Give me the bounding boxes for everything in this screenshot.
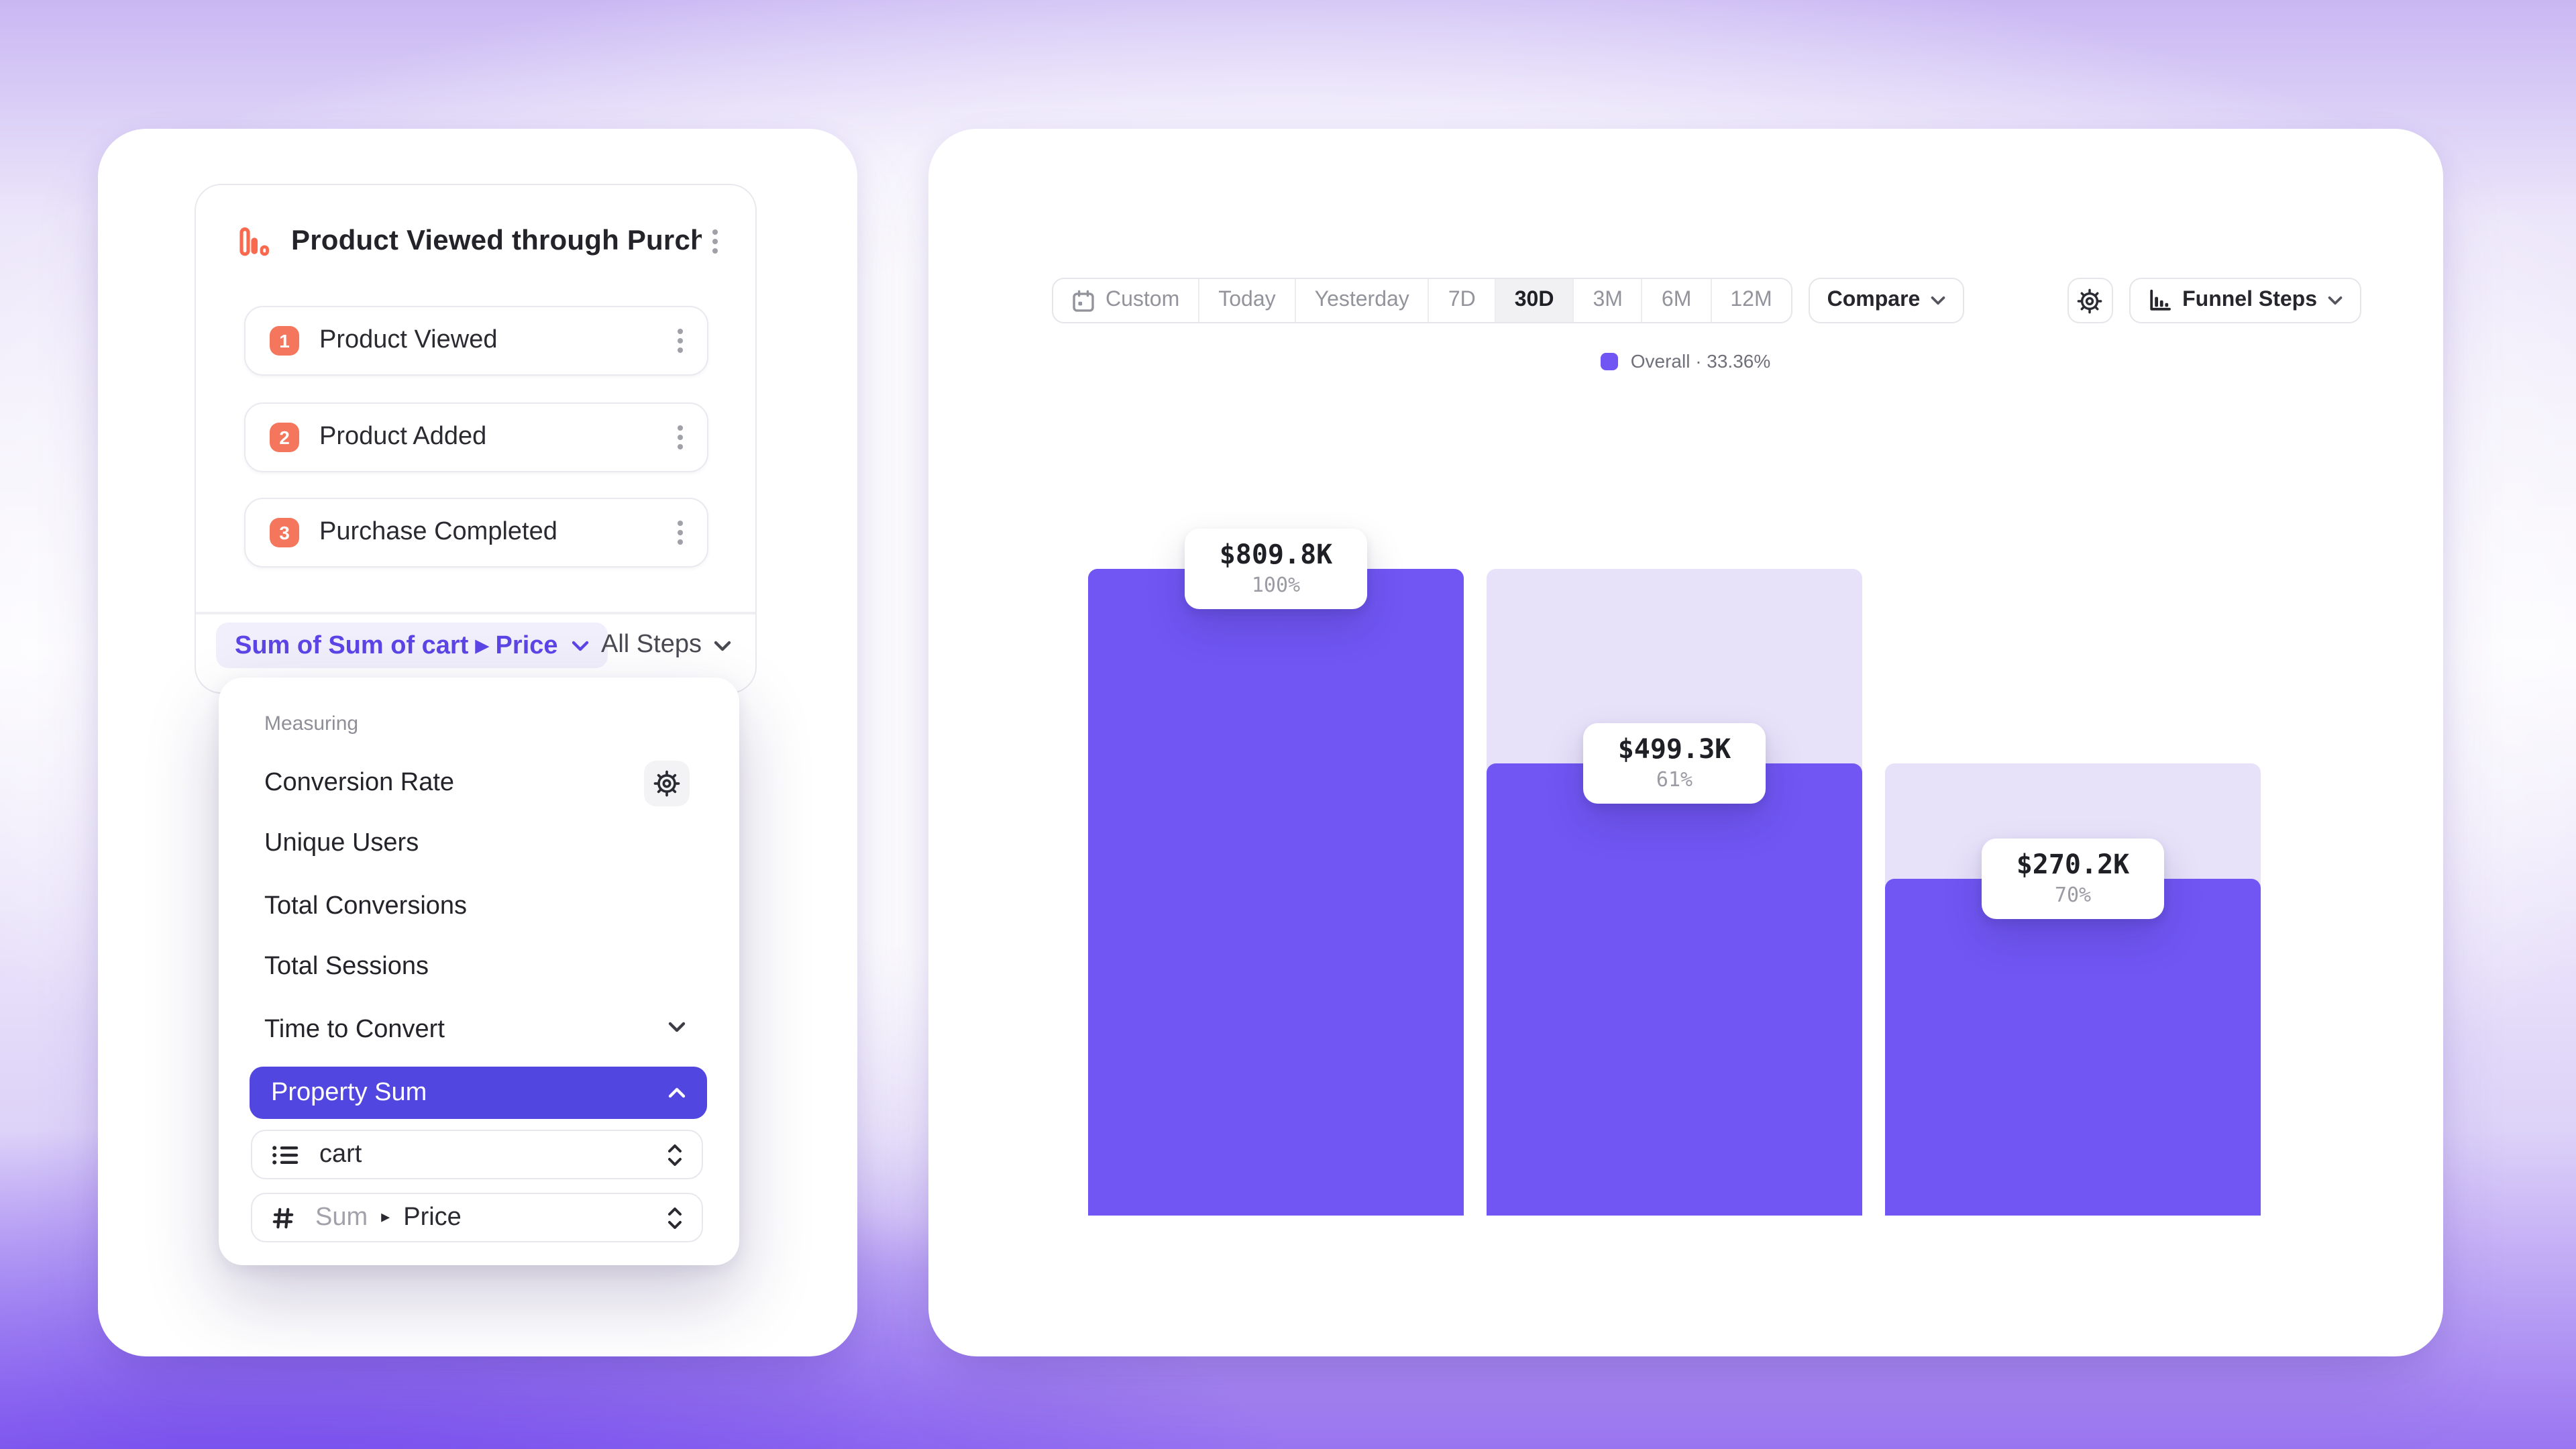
chevron-down-icon <box>668 1021 686 1033</box>
range-30d-active[interactable]: 30D <box>1494 279 1573 322</box>
steps-scope-label: All Steps <box>601 631 702 659</box>
aggregation-select[interactable]: Sum ▸ Price <box>251 1193 703 1242</box>
funnel-bar-group-1[interactable]: $809.8K 100% <box>1088 529 1464 1216</box>
range-yesterday[interactable]: Yesterday <box>1294 279 1428 322</box>
range-today[interactable]: Today <box>1198 279 1294 322</box>
conversion-settings-button[interactable] <box>644 761 690 806</box>
step-label: Purchase Completed <box>319 518 557 546</box>
step-label: Product Added <box>319 423 487 451</box>
kebab-menu-icon[interactable] <box>678 338 683 343</box>
funnel-bar[interactable] <box>1885 879 2261 1216</box>
menu-item-total-conversions[interactable]: Total Conversions <box>264 892 468 920</box>
select-updown-icon <box>667 1204 683 1231</box>
bar-value-tooltip: $499.3K 61% <box>1583 723 1766 804</box>
funnel-bar[interactable] <box>1487 763 1862 1216</box>
chevron-down-icon <box>2328 295 2343 306</box>
menu-item-time-to-convert[interactable]: Time to Convert <box>264 1016 445 1044</box>
tooltip-value: $270.2K <box>2016 848 2130 880</box>
funnel-step-row-3[interactable]: 3 Purchase Completed <box>244 498 708 568</box>
funnel-title: Product Viewed through Purch... <box>291 225 702 256</box>
aggregation-value: Price <box>403 1203 462 1231</box>
menu-item-unique-users[interactable]: Unique Users <box>264 829 419 857</box>
funnel-bar-group-3[interactable]: $270.2K 70% <box>1885 569 2261 1216</box>
funnel-card-header: Product Viewed through Purch... <box>236 212 729 271</box>
kebab-menu-icon[interactable] <box>678 435 683 440</box>
property-select-value: cart <box>319 1140 362 1168</box>
bar-value-tooltip: $809.8K 100% <box>1185 529 1367 609</box>
legend-label: Overall · 33.36% <box>1630 350 1771 372</box>
range-12m[interactable]: 12M <box>1710 279 1790 322</box>
gear-icon <box>653 770 680 797</box>
measurement-selector[interactable]: Sum of Sum of cart ▸ Price <box>216 623 608 668</box>
step-number-badge: 3 <box>270 518 299 547</box>
steps-scope-selector[interactable]: All Steps <box>601 623 731 668</box>
property-select[interactable]: cart <box>251 1130 703 1179</box>
step-number-badge: 1 <box>270 326 299 356</box>
funnel-chart-panel: Custom Today Yesterday 7D 30D 3M 6M 12M … <box>928 129 2443 1356</box>
funnel-step-row-2[interactable]: 2 Product Added <box>244 402 708 472</box>
tooltip-value: $499.3K <box>1617 733 1731 765</box>
chart-toolbar: Custom Today Yesterday 7D 30D 3M 6M 12M … <box>1052 278 2361 323</box>
chevron-down-icon <box>1931 295 1945 306</box>
calendar-icon <box>1072 289 1095 312</box>
range-3m[interactable]: 3M <box>1572 279 1641 322</box>
range-6m[interactable]: 6M <box>1641 279 1710 322</box>
funnel-builder-panel: Product Viewed through Purch... 1 Produc… <box>98 129 857 1356</box>
funnel-step-row-1[interactable]: 1 Product Viewed <box>244 306 708 376</box>
chevron-up-icon <box>668 1087 686 1099</box>
step-label: Product Viewed <box>319 326 498 354</box>
funnel-bar-group-2[interactable]: $499.3K 61% <box>1487 569 1862 1216</box>
chevron-down-icon <box>714 639 731 651</box>
list-icon <box>271 1142 299 1167</box>
funnel-plot: $809.8K 100% $499.3K 61% $270.2K 70% <box>1088 529 2262 1216</box>
menu-heading: Measuring <box>264 712 359 735</box>
hash-icon <box>271 1205 295 1230</box>
measuring-menu: Measuring Conversion Rate Unique Users T… <box>219 678 739 1265</box>
kebab-menu-icon[interactable] <box>678 530 683 535</box>
tooltip-percentage: 70% <box>2054 883 2092 907</box>
tooltip-value: $809.8K <box>1219 538 1333 570</box>
gear-icon <box>2077 288 2102 313</box>
tooltip-percentage: 61% <box>1656 767 1693 792</box>
range-custom[interactable]: Custom <box>1053 279 1198 322</box>
menu-item-total-sessions[interactable]: Total Sessions <box>264 953 429 981</box>
funnel-steps-chart-icon <box>2147 288 2171 313</box>
breadcrumb-arrow: ▸ <box>381 1208 390 1228</box>
bar-value-tooltip: $270.2K 70% <box>1982 839 2164 919</box>
legend-swatch <box>1601 352 1619 370</box>
funnel-definition-card: Product Viewed through Purch... 1 Produc… <box>195 184 757 694</box>
compare-button[interactable]: Compare <box>1808 278 1965 323</box>
view-selector-button[interactable]: Funnel Steps <box>2129 278 2361 323</box>
divider <box>196 612 755 614</box>
funnel-bar[interactable] <box>1088 569 1464 1216</box>
aggregation-prefix: Sum <box>315 1203 368 1231</box>
step-number-badge: 2 <box>270 423 299 452</box>
chart-legend: Overall · 33.36% <box>928 350 2443 372</box>
date-range-control: Custom Today Yesterday 7D 30D 3M 6M 12M <box>1052 278 1792 323</box>
chevron-down-icon <box>572 639 589 651</box>
funnel-chart-icon <box>236 224 271 259</box>
menu-item-property-sum-selected[interactable]: Property Sum <box>250 1067 707 1119</box>
kebab-menu-icon[interactable] <box>712 239 718 244</box>
measurement-selector-label: Sum of Sum of cart ▸ Price <box>235 631 558 659</box>
chart-settings-button[interactable] <box>2067 278 2113 323</box>
menu-item-conversion-rate[interactable]: Conversion Rate <box>264 769 455 797</box>
range-7d[interactable]: 7D <box>1428 279 1495 322</box>
select-updown-icon <box>667 1141 683 1168</box>
tooltip-percentage: 100% <box>1251 573 1301 597</box>
